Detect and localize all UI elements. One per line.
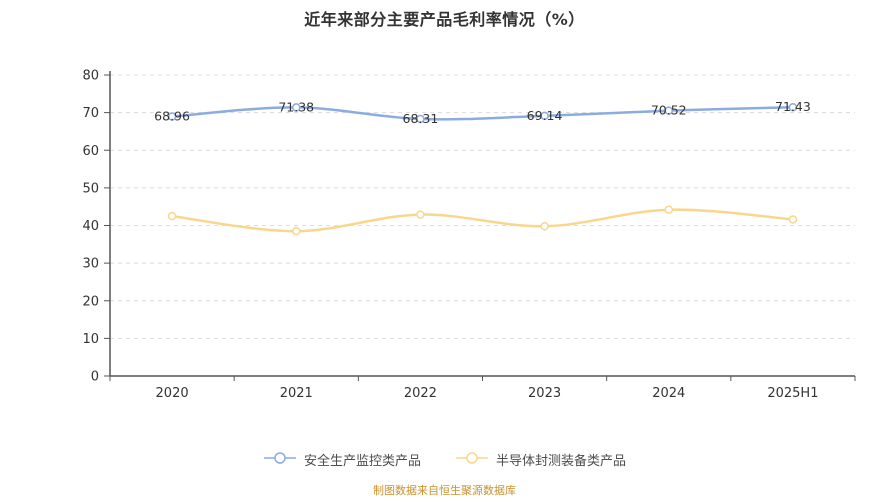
data-source-note: 制图数据来自恒生聚源数据库 xyxy=(373,484,516,497)
chart-legend: 安全生产监控类产品 半导体封测装备类产品 xyxy=(0,450,889,469)
data-point-marker[interactable] xyxy=(540,222,549,231)
data-point-marker[interactable] xyxy=(788,215,798,224)
data-point-label: 70.52 xyxy=(651,103,687,118)
data-point-marker[interactable] xyxy=(416,114,425,124)
x-axis-tick-label: 2022 xyxy=(404,386,437,401)
y-axis-tick-label: 30 xyxy=(82,257,99,272)
y-axis-tick-label: 40 xyxy=(82,219,99,234)
y-axis-tick-label: 50 xyxy=(82,181,99,196)
series-line xyxy=(170,105,795,121)
x-axis-tick-label: 2020 xyxy=(156,386,189,401)
x-axis-tick-label: 2025H1 xyxy=(767,386,818,401)
legend-item-semiconductor-products[interactable]: 半导体封测装备类产品 xyxy=(455,450,626,469)
x-axis-tick-label: 2023 xyxy=(528,386,561,401)
data-point-marker[interactable] xyxy=(416,210,425,219)
data-point-label: 68.96 xyxy=(154,109,190,124)
y-axis-tick-label: 20 xyxy=(82,294,99,309)
legend-label: 安全生产监控类产品 xyxy=(303,454,421,469)
data-point-marker[interactable] xyxy=(664,205,673,214)
y-axis-tick-label: 60 xyxy=(82,144,99,159)
chart-title: 近年来部分主要产品毛利率情况（%） xyxy=(304,10,585,29)
x-axis-tick-label: 2021 xyxy=(280,386,313,401)
line-chart-plot-area: 0 10 20 30 40 50 60 70 80 2020 2021 2022 2023 2024 202… xyxy=(82,69,856,401)
legend-label: 半导体封测装备类产品 xyxy=(496,454,627,469)
data-point-marker[interactable] xyxy=(664,106,673,115)
x-axis-tick-label: 2024 xyxy=(652,386,685,401)
legend-line-circle-marker xyxy=(455,450,489,469)
data-point-marker[interactable] xyxy=(540,111,549,121)
data-point-marker[interactable] xyxy=(788,102,798,112)
data-point-label: 71.43 xyxy=(775,99,811,114)
data-point-label: 71.38 xyxy=(278,99,314,114)
data-point-marker[interactable] xyxy=(167,112,177,121)
data-point-marker[interactable] xyxy=(292,103,301,112)
series-line xyxy=(170,208,795,233)
y-axis-tick-label: 80 xyxy=(82,69,99,84)
data-point-marker[interactable] xyxy=(292,226,301,236)
y-axis-tick-label: 0 xyxy=(91,370,99,385)
data-point-label: 69.14 xyxy=(527,108,563,123)
y-axis-tick-label: 10 xyxy=(82,332,99,347)
data-point-label: 68.31 xyxy=(403,111,439,126)
legend-item-safety-products[interactable]: 安全生产监控类产品 xyxy=(263,450,421,469)
y-axis-tick-label: 70 xyxy=(82,106,99,121)
legend-line-circle-marker xyxy=(263,450,297,469)
data-point-marker[interactable] xyxy=(167,211,177,221)
